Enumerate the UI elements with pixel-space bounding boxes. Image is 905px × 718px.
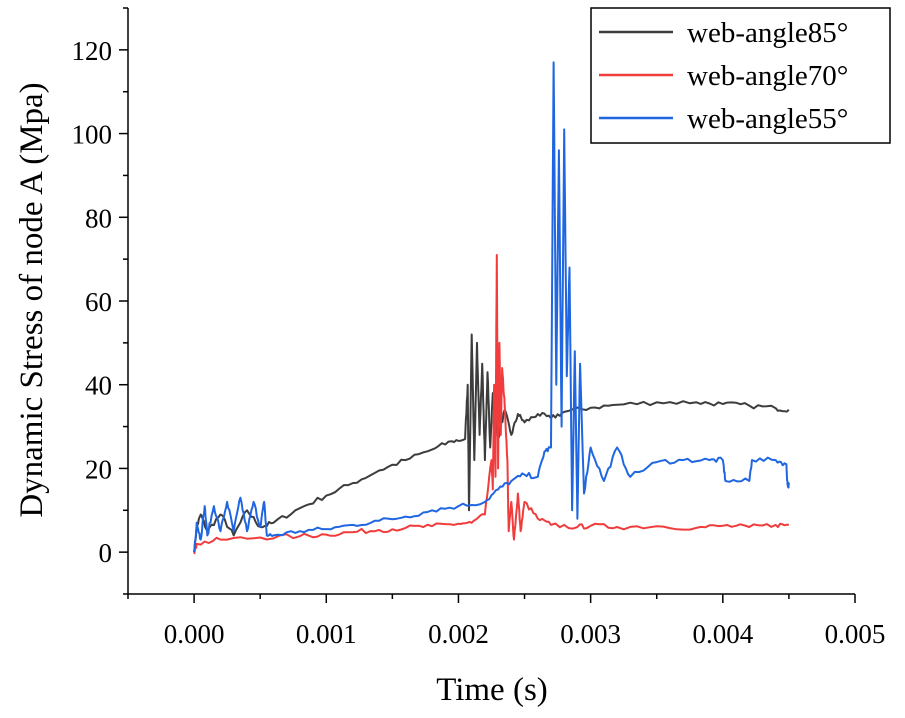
y-tick-label: 20	[85, 454, 112, 484]
x-tick-label: 0.005	[825, 619, 886, 649]
y-tick-label: 60	[85, 287, 112, 317]
axes: 0.000 0.001 0.002 0.003 0.004 0.005 0 20 40 60 80 1…	[72, 7, 886, 649]
x-tick-label: 0.000	[164, 619, 225, 649]
y-axis-title: Dynamic Stress of node A (Mpa)	[14, 82, 50, 517]
y-tick-label: 100	[72, 120, 113, 150]
x-tick-label: 0.002	[428, 619, 489, 649]
legend: web-angle85° web-angle70° web-angle55°	[590, 7, 891, 144]
plot-area	[193, 61, 790, 555]
legend-label-1: web-angle85°	[687, 17, 848, 49]
y-tick-label: 120	[72, 36, 113, 66]
series-line-1	[193, 333, 790, 553]
series-line-3	[193, 61, 790, 553]
legend-label-3: web-angle55°	[687, 103, 848, 135]
x-tick-label: 0.003	[560, 619, 621, 649]
x-tick-label: 0.001	[296, 619, 357, 649]
x-tick-label: 0.004	[692, 619, 753, 649]
series-line-2	[193, 254, 789, 555]
y-tick-label: 80	[85, 203, 112, 233]
legend-label-2: web-angle70°	[687, 60, 848, 92]
y-tick-label: 0	[99, 538, 113, 568]
y-tick-label: 40	[85, 371, 112, 401]
x-axis-title: Time (s)	[436, 672, 548, 708]
